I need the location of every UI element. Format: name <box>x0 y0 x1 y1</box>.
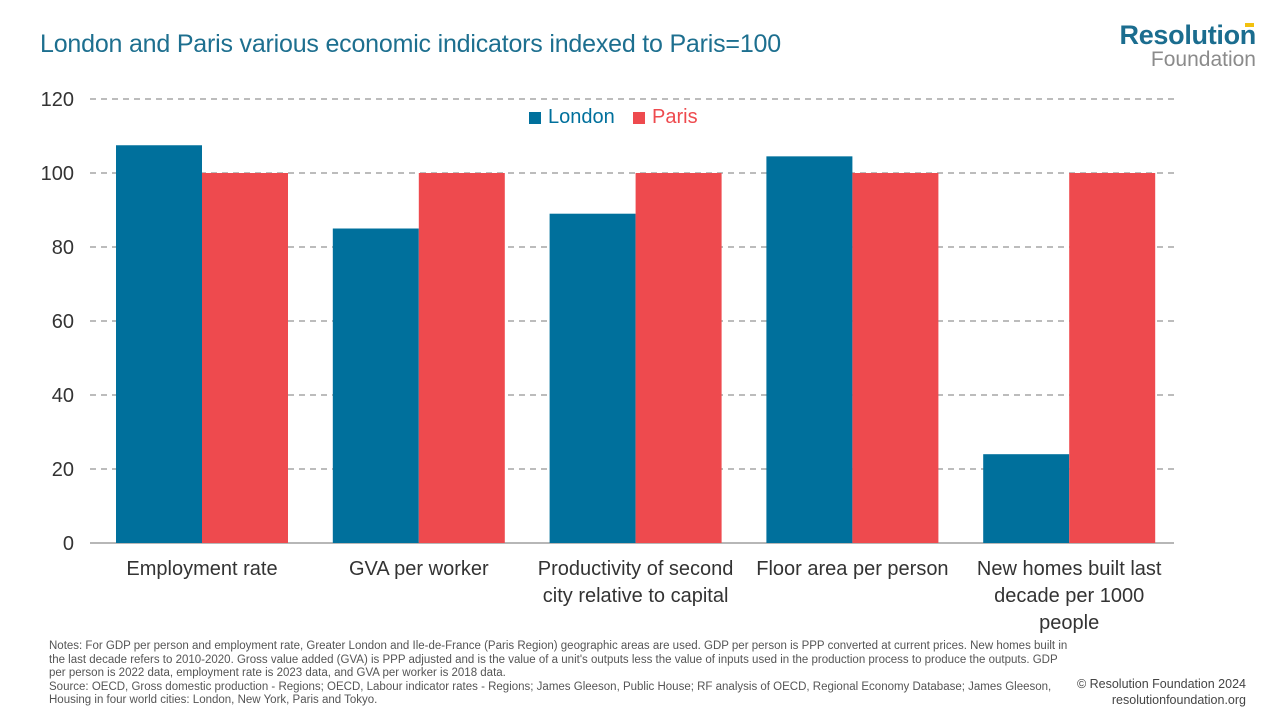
bar-paris <box>852 173 939 543</box>
source-text: Source: OECD, Gross domestic production … <box>49 680 1052 707</box>
legend-label-paris: Paris <box>652 106 698 128</box>
website-text: resolutionfoundation.org <box>1111 693 1246 707</box>
resolution-foundation-logo: Resolution Foundation <box>1120 20 1257 70</box>
bar-paris <box>635 173 722 543</box>
y-tick-label: 40 <box>52 385 74 407</box>
x-category-label: GVA per worker <box>349 558 489 580</box>
bar-chart: 0 20 40 60 80 100 120 Employment rate GVA per wo… <box>41 89 1174 634</box>
x-category-label: Productivity of second city relative to c… <box>538 558 734 607</box>
y-tick-label: 20 <box>52 459 74 481</box>
y-tick-label: 120 <box>41 89 74 111</box>
y-tick-label: 100 <box>41 163 74 185</box>
x-category-label: Employment rate <box>126 558 277 580</box>
legend-swatch-paris <box>633 112 645 124</box>
bar-paris <box>202 173 288 543</box>
legend-swatch-london <box>529 112 541 124</box>
logo-line-2: Foundation <box>1150 48 1256 71</box>
copyright-text: © Resolution Foundation 2024 <box>1076 677 1246 691</box>
copyright-block: © Resolution Foundation 2024 resolutionf… <box>1077 676 1246 708</box>
y-tick-label: 0 <box>63 533 74 555</box>
bar-london <box>766 156 853 543</box>
bar-london <box>983 454 1070 543</box>
bar-paris <box>1069 173 1156 543</box>
chart-title: London and Paris various economic indica… <box>40 30 781 58</box>
bar-london <box>116 145 202 543</box>
bar-london <box>332 228 419 543</box>
y-tick-label: 60 <box>52 311 74 333</box>
x-category-label: Floor area per person <box>756 558 948 580</box>
x-category-label: New homes built last decade per 1000 peopl… <box>977 558 1162 634</box>
bar-paris <box>418 173 505 543</box>
notes-text: Notes: For GDP per person and employment… <box>49 640 1068 680</box>
logo-line-1: Resolution <box>1119 20 1257 50</box>
bar-london <box>549 213 636 543</box>
chart-notes: Notes: For GDP per person and employment… <box>49 640 1069 708</box>
legend-label-london: London <box>548 106 615 128</box>
y-tick-label: 80 <box>52 237 74 259</box>
logo-accent-mark <box>1245 23 1254 27</box>
